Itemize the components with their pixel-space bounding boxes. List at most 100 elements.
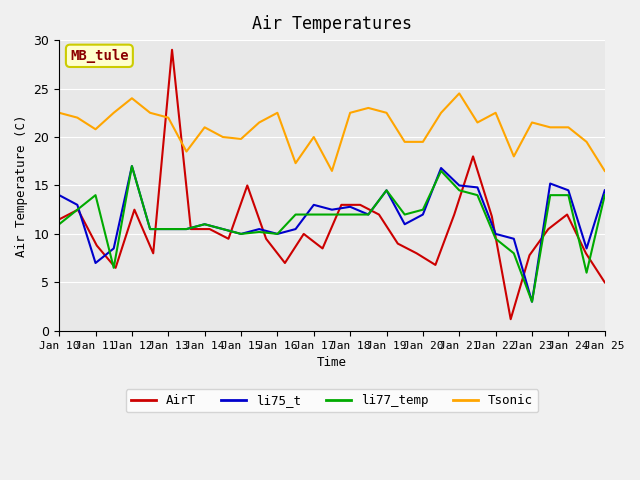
li75_t [219, 226, 227, 232]
Tsonic [383, 110, 390, 116]
li77_temp [383, 187, 390, 193]
AirT [431, 262, 439, 268]
li77_temp [601, 192, 609, 198]
Tsonic [419, 139, 427, 145]
li77_temp [74, 207, 81, 213]
Text: MB_tule: MB_tule [70, 49, 129, 63]
Tsonic [219, 134, 227, 140]
Tsonic [310, 134, 317, 140]
li77_temp [346, 212, 354, 217]
X-axis label: Time: Time [317, 356, 347, 369]
li75_t [474, 184, 481, 190]
AirT [507, 316, 515, 322]
Tsonic [128, 96, 136, 101]
AirT [74, 207, 82, 213]
li75_t [564, 187, 572, 193]
li75_t [128, 163, 136, 169]
li77_temp [273, 231, 281, 237]
li77_temp [237, 231, 245, 237]
Tsonic [346, 110, 354, 116]
Tsonic [201, 124, 209, 130]
Y-axis label: Air Temperature (C): Air Temperature (C) [15, 114, 28, 257]
AirT [300, 231, 308, 237]
Tsonic [273, 110, 281, 116]
li75_t [383, 187, 390, 193]
AirT [375, 212, 383, 217]
AirT [469, 154, 477, 159]
li75_t [492, 231, 499, 237]
AirT [356, 202, 364, 208]
li77_temp [201, 221, 209, 227]
li77_temp [182, 226, 190, 232]
AirT [112, 265, 120, 271]
Tsonic [492, 110, 499, 116]
AirT [206, 226, 214, 232]
li75_t [92, 260, 99, 266]
Tsonic [564, 124, 572, 130]
Tsonic [456, 91, 463, 96]
Tsonic [164, 115, 172, 120]
Tsonic [237, 136, 245, 142]
li75_t [510, 236, 518, 241]
li75_t [601, 187, 609, 193]
AirT [319, 246, 326, 252]
Tsonic [182, 149, 190, 155]
li77_temp [328, 212, 336, 217]
li75_t [346, 204, 354, 210]
li77_temp [456, 187, 463, 193]
Tsonic [292, 160, 300, 166]
li75_t [55, 192, 63, 198]
Tsonic [437, 110, 445, 116]
li77_temp [547, 192, 554, 198]
Tsonic [528, 120, 536, 125]
li75_t [528, 299, 536, 305]
AirT [131, 207, 138, 213]
li77_temp [292, 212, 300, 217]
AirT [451, 212, 458, 217]
li77_temp [164, 226, 172, 232]
li75_t [401, 221, 408, 227]
AirT [337, 202, 345, 208]
li75_t [237, 231, 245, 237]
li75_t [273, 231, 281, 237]
Tsonic [474, 120, 481, 125]
li77_temp [437, 168, 445, 174]
AirT [225, 236, 232, 241]
Tsonic [55, 110, 63, 116]
Tsonic [92, 126, 99, 132]
Tsonic [328, 168, 336, 174]
li75_t [182, 226, 190, 232]
li75_t [292, 226, 300, 232]
AirT [601, 279, 609, 285]
Tsonic [510, 154, 518, 159]
AirT [93, 243, 100, 249]
Tsonic [401, 139, 408, 145]
li75_t [547, 180, 554, 186]
Tsonic [110, 110, 118, 116]
li75_t [201, 221, 209, 227]
li77_temp [255, 229, 263, 235]
AirT [281, 260, 289, 266]
Tsonic [601, 168, 609, 174]
li77_temp [128, 163, 136, 169]
Line: li77_temp: li77_temp [59, 166, 605, 302]
li75_t [437, 165, 445, 171]
AirT [243, 182, 251, 188]
AirT [488, 214, 496, 219]
Line: li75_t: li75_t [59, 166, 605, 302]
AirT [563, 212, 571, 217]
li75_t [310, 202, 317, 208]
li75_t [328, 207, 336, 213]
li77_temp [365, 212, 372, 217]
AirT [187, 226, 195, 232]
Tsonic [547, 124, 554, 130]
AirT [55, 216, 63, 222]
Tsonic [583, 139, 591, 145]
li77_temp [419, 207, 427, 213]
li77_temp [55, 221, 63, 227]
li75_t [583, 246, 591, 252]
Line: AirT: AirT [59, 50, 605, 319]
li77_temp [310, 212, 317, 217]
AirT [413, 251, 420, 256]
Title: Air Temperatures: Air Temperatures [252, 15, 412, 33]
